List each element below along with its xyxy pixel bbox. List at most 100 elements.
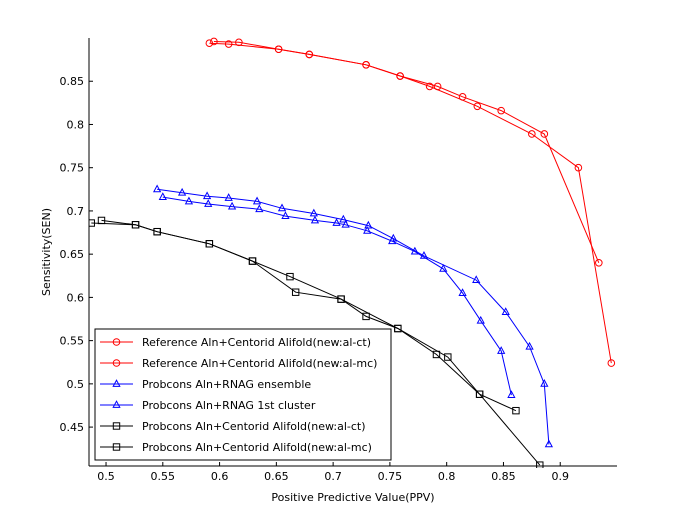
data-point [396, 72, 404, 80]
data-point [544, 439, 554, 448]
data-point [89, 219, 95, 227]
data-point [131, 221, 140, 229]
data-point [309, 208, 318, 217]
y-tick-label: 0.6 [67, 291, 85, 304]
data-point [210, 37, 218, 46]
data-point [341, 219, 350, 228]
legend-label: Probcons Aln+RNAG 1st cluster [142, 399, 316, 412]
data-point [227, 201, 237, 210]
data-point [512, 406, 520, 415]
series-reference-aln-centorid-alifold-new-al-ct [210, 37, 616, 367]
data-point [158, 192, 167, 200]
legend-label: Probcons Aln+Centorid Alifold(new:al-ct) [142, 420, 366, 433]
x-axis-label: Positive Predictive Value(PPV) [271, 491, 434, 504]
y-tick-label: 0.55 [60, 335, 85, 348]
series-reference-aln-centorid-alifold-new-al-mc [205, 39, 603, 267]
series-line [157, 188, 550, 445]
legend-item: Probcons Aln+Centorid Alifold(new:al-mc) [100, 441, 372, 454]
data-point [286, 272, 294, 281]
legend-item: Reference Aln+Centorid Alifold(new:al-ct… [100, 336, 371, 349]
series-probcons-aln-rnag-ensemble [152, 184, 554, 448]
data-point [310, 215, 320, 224]
series-layer [89, 37, 616, 468]
legend-item: Probcons Aln+RNAG 1st cluster [100, 399, 316, 412]
data-point [475, 390, 484, 398]
data-point [362, 312, 370, 321]
data-point [177, 187, 187, 196]
legend-label: Reference Aln+Centorid Alifold(new:al-ct… [142, 336, 371, 349]
data-point [501, 307, 510, 315]
data-point [202, 191, 212, 200]
data-point [607, 359, 616, 367]
x-tick-label: 0.6 [211, 470, 229, 483]
data-point [574, 163, 583, 172]
x-tick-label: 0.5 [97, 470, 115, 483]
data-point [332, 218, 341, 226]
data-point [540, 130, 549, 138]
series-probcons-aln-centorid-alifold-new-al-mc [97, 216, 544, 468]
legend-marker [112, 338, 121, 346]
data-point [528, 130, 536, 138]
legend-marker [112, 443, 121, 451]
x-tick-label: 0.9 [551, 470, 569, 483]
y-tick-label: 0.85 [60, 75, 85, 88]
y-tick-label: 0.45 [60, 421, 85, 434]
y-axis-label: Sensitivity(SEN) [40, 208, 53, 296]
data-point [97, 216, 106, 225]
data-point [473, 102, 482, 111]
data-point [540, 378, 549, 387]
x-tick-label: 0.85 [491, 470, 516, 483]
data-point [252, 196, 262, 205]
legend-label: Probcons Aln+RNAG ensemble [142, 378, 311, 391]
legend-marker [112, 400, 121, 408]
data-point [410, 246, 420, 255]
data-point [205, 39, 214, 47]
data-point [388, 236, 397, 245]
data-point [204, 199, 213, 207]
data-point [255, 204, 264, 213]
data-point [224, 193, 233, 201]
data-point [224, 40, 233, 48]
data-point [362, 61, 370, 69]
data-point [476, 315, 485, 324]
data-point [337, 295, 345, 303]
data-point [458, 92, 467, 101]
y-tick-label: 0.8 [67, 118, 85, 131]
data-point [274, 45, 283, 54]
y-tick-label: 0.5 [67, 378, 85, 391]
data-point [394, 324, 402, 333]
data-point [497, 106, 505, 115]
data-point [184, 196, 194, 205]
y-tick-label: 0.65 [60, 248, 85, 261]
x-tick-label: 0.65 [264, 470, 289, 483]
series-line [209, 42, 600, 263]
data-point [248, 257, 257, 265]
x-tick-label: 0.7 [324, 470, 342, 483]
data-point [595, 259, 603, 267]
data-point [277, 203, 287, 212]
data-point [152, 184, 162, 193]
legend-item: Probcons Aln+Centorid Alifold(new:al-ct) [100, 420, 366, 433]
data-point [433, 82, 442, 91]
data-point [281, 211, 290, 220]
data-point [363, 225, 372, 234]
legend-marker [112, 379, 121, 387]
data-point [497, 346, 506, 354]
data-point [458, 288, 467, 296]
data-point [439, 263, 448, 272]
data-point [305, 50, 314, 59]
legend-box [94, 328, 392, 461]
y-tick-label: 0.7 [67, 205, 85, 218]
data-point [444, 353, 452, 361]
data-point [205, 240, 214, 248]
data-point [472, 275, 481, 284]
data-point [432, 350, 441, 359]
data-point [339, 214, 348, 223]
data-point [536, 461, 544, 468]
legend-item: Reference Aln+Centorid Alifold(new:al-mc… [100, 357, 377, 370]
data-point [507, 390, 516, 398]
legend-marker [112, 422, 121, 430]
axes: 0.5 0.55 0.6 0.65 0.7 0.75 0.8 0.85 0.9 0.45 0.5 0.… [60, 38, 617, 483]
y-tick-label: 0.75 [60, 162, 85, 175]
x-tick-label: 0.75 [378, 470, 403, 483]
